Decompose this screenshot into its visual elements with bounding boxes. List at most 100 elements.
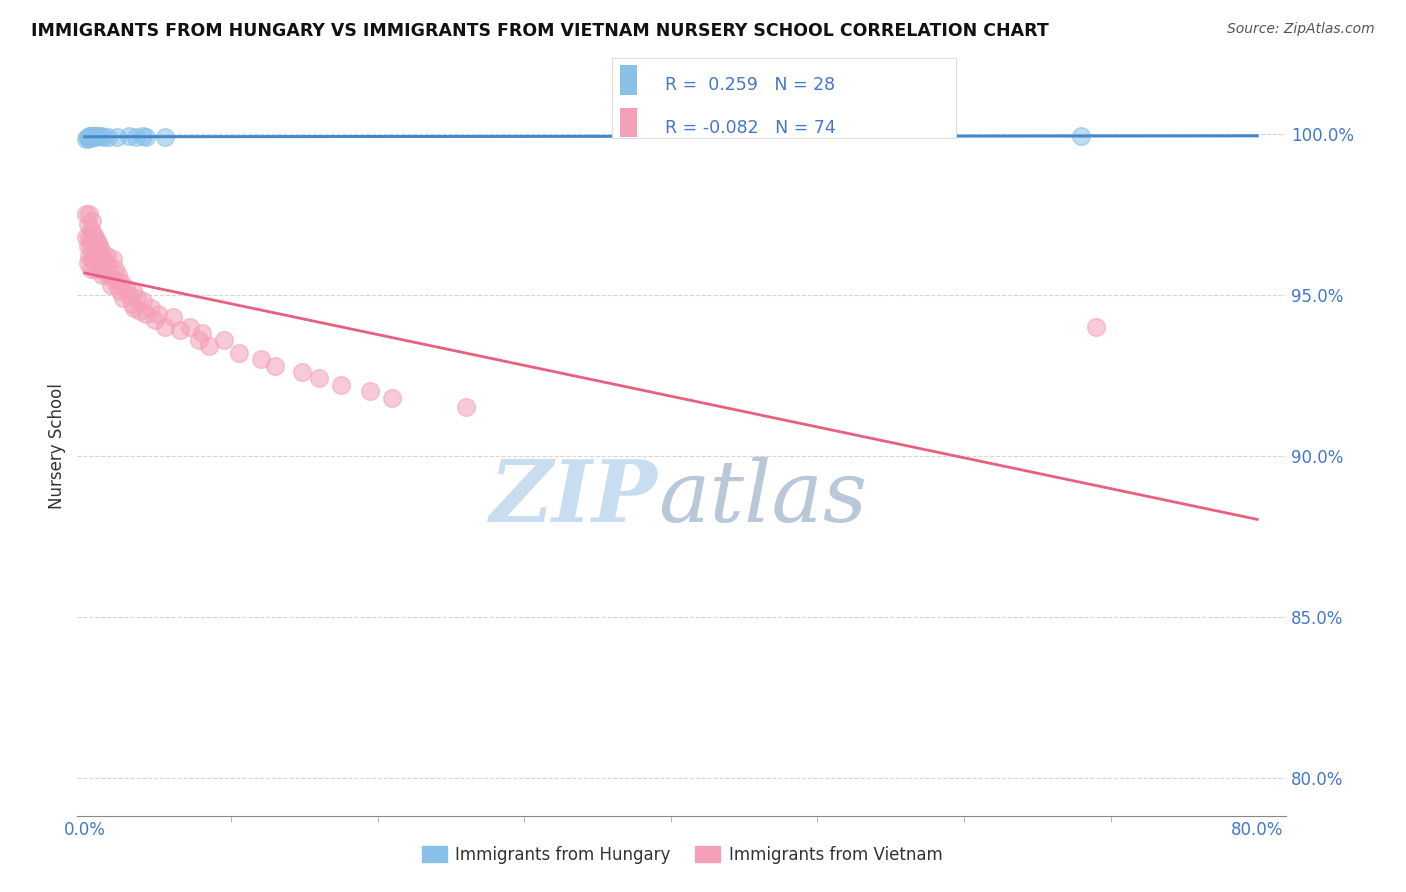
Point bbox=[146, 307, 169, 321]
Point bbox=[97, 130, 120, 145]
Point bbox=[143, 313, 166, 327]
Point bbox=[107, 268, 129, 283]
Point bbox=[76, 130, 98, 145]
Point bbox=[87, 255, 110, 269]
Point bbox=[87, 236, 110, 251]
Point bbox=[98, 268, 121, 283]
Point bbox=[103, 271, 125, 285]
Point bbox=[132, 294, 155, 309]
Point bbox=[135, 307, 157, 321]
Point bbox=[135, 129, 157, 144]
Point bbox=[117, 287, 139, 301]
Point bbox=[111, 291, 134, 305]
Point bbox=[91, 268, 114, 283]
Point bbox=[100, 278, 122, 293]
Point bbox=[155, 130, 177, 145]
Text: Source: ZipAtlas.com: Source: ZipAtlas.com bbox=[1227, 22, 1375, 37]
Point bbox=[75, 207, 97, 221]
Point bbox=[80, 129, 103, 144]
Point bbox=[80, 128, 103, 143]
Point bbox=[79, 239, 101, 253]
Point bbox=[89, 259, 111, 273]
Point bbox=[169, 323, 191, 337]
Point bbox=[155, 319, 177, 334]
Point bbox=[188, 333, 211, 347]
Point bbox=[84, 229, 107, 244]
Point bbox=[381, 391, 404, 405]
Point bbox=[454, 401, 477, 415]
Point bbox=[86, 128, 108, 143]
Point bbox=[76, 255, 98, 269]
Point bbox=[79, 223, 101, 237]
Point bbox=[101, 252, 124, 267]
Point bbox=[105, 278, 128, 293]
Point bbox=[80, 130, 103, 145]
Point bbox=[84, 128, 107, 143]
Point bbox=[308, 371, 330, 385]
Y-axis label: Nursery School: Nursery School bbox=[48, 383, 66, 509]
Point bbox=[89, 239, 111, 253]
Text: R = -0.082   N = 74: R = -0.082 N = 74 bbox=[665, 119, 835, 136]
Point bbox=[191, 326, 214, 341]
Point bbox=[132, 129, 155, 144]
Point bbox=[96, 268, 118, 283]
Point bbox=[359, 384, 381, 399]
Point bbox=[90, 129, 112, 144]
Legend: Immigrants from Hungary, Immigrants from Vietnam: Immigrants from Hungary, Immigrants from… bbox=[415, 839, 949, 871]
Text: IMMIGRANTS FROM HUNGARY VS IMMIGRANTS FROM VIETNAM NURSERY SCHOOL CORRELATION CH: IMMIGRANTS FROM HUNGARY VS IMMIGRANTS FR… bbox=[31, 22, 1049, 40]
Point bbox=[77, 129, 100, 144]
Point bbox=[105, 129, 128, 144]
Point bbox=[114, 281, 136, 295]
Point bbox=[76, 130, 98, 145]
Point bbox=[80, 213, 103, 227]
Point bbox=[110, 275, 132, 289]
Point bbox=[290, 365, 312, 379]
Point bbox=[108, 285, 131, 299]
Point bbox=[79, 129, 101, 144]
Point bbox=[87, 128, 110, 143]
Point bbox=[125, 129, 148, 144]
Point bbox=[84, 262, 107, 277]
Point bbox=[90, 262, 112, 277]
Point bbox=[79, 130, 101, 145]
Point bbox=[228, 345, 250, 359]
Point bbox=[91, 249, 114, 263]
Point bbox=[94, 262, 117, 277]
Point bbox=[117, 129, 139, 144]
Point bbox=[76, 217, 98, 231]
Point bbox=[139, 301, 162, 315]
Point bbox=[212, 333, 235, 347]
Point bbox=[80, 233, 103, 247]
Point bbox=[1070, 128, 1092, 143]
Point bbox=[93, 129, 115, 144]
Point bbox=[82, 245, 104, 260]
Point bbox=[97, 259, 120, 273]
Point bbox=[80, 252, 103, 267]
Point bbox=[127, 291, 149, 305]
Text: R =  0.259   N = 28: R = 0.259 N = 28 bbox=[665, 76, 835, 94]
Point bbox=[96, 249, 118, 263]
Point bbox=[75, 229, 97, 244]
Point bbox=[77, 130, 100, 145]
Point bbox=[77, 249, 100, 263]
Point bbox=[104, 262, 127, 277]
Point bbox=[1084, 319, 1107, 334]
Point bbox=[86, 233, 108, 247]
Text: atlas: atlas bbox=[658, 457, 868, 539]
Point bbox=[76, 239, 98, 253]
Point bbox=[162, 310, 184, 325]
Point bbox=[86, 252, 108, 267]
Point bbox=[122, 285, 145, 299]
Point bbox=[79, 130, 101, 145]
Point bbox=[82, 128, 104, 143]
Point bbox=[249, 352, 271, 367]
Point bbox=[121, 297, 143, 311]
Point bbox=[129, 303, 152, 318]
Point bbox=[198, 339, 221, 353]
Point bbox=[77, 130, 100, 145]
Point bbox=[79, 262, 101, 277]
Point bbox=[90, 243, 112, 257]
Point bbox=[77, 207, 100, 221]
Point bbox=[89, 129, 111, 144]
Point bbox=[330, 377, 353, 392]
